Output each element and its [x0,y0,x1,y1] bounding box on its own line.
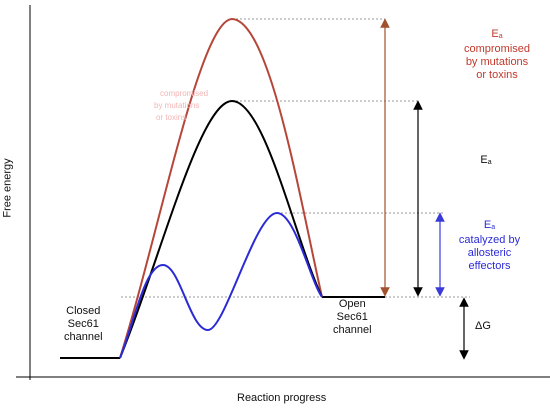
ghost-line-3: or toxins [156,113,187,122]
open-state-label: Open Sec61 channel [333,298,372,336]
closed-state-label: Closed Sec61 channel [64,305,103,343]
compromised-curve [119,17,323,359]
normal-ea-label: Ea [480,154,492,166]
delta-g-label: ΔG [475,320,491,332]
catalyzed-ea-label: Ea catalyzed by allosteric effectors [442,219,537,273]
ghost-line-2: by mutations [154,101,200,110]
x-axis-title: Reaction progress [237,392,327,404]
normal-curve [119,99,323,359]
compromised-ea-label: Ea compromised by mutations or toxins [452,28,542,82]
ghost-text: compromised by mutations or toxins [154,88,209,124]
compromised-ea-symbol: Ea [491,28,503,40]
y-axis-title: Free energy [1,158,14,218]
catalyzed-curve [119,211,323,359]
ghost-line-1: compromised [160,89,209,98]
catalyzed-ea-symbol: Ea [483,219,496,231]
